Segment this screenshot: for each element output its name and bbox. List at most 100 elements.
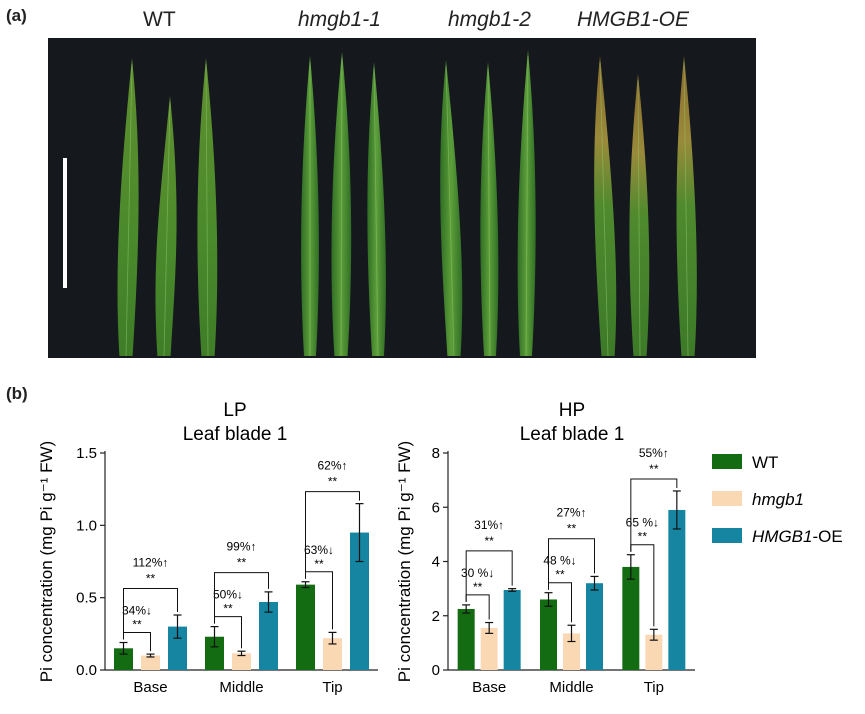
y-tick-label: 2: [432, 608, 440, 625]
y-tick-label: 0: [432, 662, 440, 679]
y-tick-label: 1.5: [76, 445, 97, 462]
legend: WT hmgb1 HMGB1-OE: [712, 453, 843, 546]
bar-hmgb1-oe-middle: [259, 602, 278, 670]
leaf-7: [440, 60, 463, 356]
y-tick-label: 4: [432, 554, 440, 571]
significance-bracket: [630, 478, 678, 552]
significance-stars: **: [555, 568, 565, 582]
bar-hmgb1-tip: [645, 634, 663, 670]
significance-stars: **: [314, 557, 324, 571]
bar-hmgb1-base: [480, 627, 498, 670]
leaf-midrib: [125, 63, 133, 357]
bar-wt-tip: [622, 566, 640, 670]
percent-change-label: 31%↑: [474, 518, 504, 532]
bar-wt-middle: [205, 636, 224, 670]
bar-hmgb1-middle: [232, 653, 251, 670]
bar-hmgb1-oe-tip: [350, 532, 369, 670]
percent-change-label: 63%↓: [304, 543, 334, 557]
chart-subtitle: Leaf blade 1: [183, 424, 288, 445]
bar-wt-tip: [296, 584, 315, 670]
x-tick-label: Base: [133, 679, 167, 696]
y-tick-label: 1.0: [76, 517, 97, 534]
bar-hmgb1-oe-tip: [668, 509, 686, 670]
chart-title: HP: [559, 400, 585, 421]
percent-change-label: 65 %↓: [626, 516, 659, 530]
bar-hmgb1-oe-base: [503, 589, 521, 670]
photo-label-hmgb1-oe: HMGB1-OE: [577, 8, 690, 31]
chart-subtitle: Leaf blade 1: [520, 424, 625, 445]
chart-hp: HP Leaf blade 1 Pi concentration (mg Pi g⁻…: [395, 400, 695, 696]
leaf-1: [117, 58, 139, 356]
leaf-midrib: [487, 67, 491, 357]
photo-label-hmgb1-1: hmgb1-1: [298, 8, 381, 31]
significance-stars: **: [146, 572, 156, 586]
significance-stars: **: [237, 556, 247, 570]
leaf-midrib: [163, 101, 171, 357]
leaf-midrib: [340, 57, 343, 357]
y-tick-label: 6: [432, 499, 440, 516]
x-tick-label: Tip: [322, 679, 342, 696]
panel-a-letter: (a): [6, 6, 27, 25]
bar-hmgb1-base: [141, 655, 160, 670]
significance-bracket: [214, 572, 269, 624]
significance-bracket: [305, 491, 360, 579]
chart-title: LP: [223, 400, 246, 421]
legend-label-hmgb1: hmgb1: [752, 490, 804, 509]
legend-label-wt: WT: [752, 453, 778, 472]
significance-stars: **: [473, 580, 483, 594]
bar-wt-middle: [540, 599, 557, 670]
chart-lp: LP Leaf blade 1 Pi concentration (mg Pi g⁻…: [37, 400, 378, 696]
significance-stars: **: [638, 530, 648, 544]
significance-stars: **: [132, 618, 142, 632]
y-axis-label: Pi concentration (mg Pi g⁻¹ FW): [37, 441, 56, 682]
significance-bracket: [548, 538, 595, 590]
significance-bracket: [123, 588, 178, 640]
photo-label-wt: WT: [143, 8, 176, 31]
legend-swatch-hmgb1: [712, 491, 742, 506]
x-tick-label: Middle: [549, 679, 593, 696]
leaf-photo: [48, 38, 756, 358]
panel-b-letter: (b): [6, 384, 28, 403]
significance-stars: **: [223, 602, 233, 616]
bar-hmgb1-oe-base: [168, 626, 187, 670]
percent-change-label: 112%↑: [133, 556, 169, 570]
significance-stars: **: [328, 475, 338, 489]
leaf-10: [594, 56, 617, 356]
bar-hmgb1-middle: [563, 633, 580, 670]
significance-stars: **: [567, 522, 577, 536]
scale-bar: [63, 158, 67, 288]
leaf-midrib: [525, 55, 529, 357]
legend-swatch-wt: [712, 454, 742, 469]
x-tick-label: Base: [472, 679, 506, 696]
y-axis-label: Pi concentration (mg Pi g⁻¹ FW): [395, 441, 414, 682]
photo-label-hmgb1-2: hmgb1-2: [448, 8, 531, 31]
bar-hmgb1-oe-middle: [586, 583, 603, 670]
percent-change-label: 55%↑: [639, 446, 669, 460]
significance-stars: **: [484, 534, 494, 548]
bar-wt-base: [114, 648, 133, 670]
leaf-6: [367, 62, 386, 356]
leaf-midrib: [599, 61, 609, 357]
x-tick-label: Tip: [644, 679, 664, 696]
leaf-12: [676, 56, 697, 356]
y-tick-label: 0.0: [76, 662, 97, 679]
legend-swatch-hmgb1-oe: [712, 528, 742, 543]
leaf-2: [155, 96, 177, 356]
legend-label-hmgb1-oe: HMGB1-OE: [752, 527, 843, 546]
bar-wt-base: [457, 608, 475, 670]
y-tick-label: 0.5: [76, 590, 97, 607]
significance-stars: **: [649, 462, 659, 476]
percent-change-label: 48 %↓: [543, 554, 576, 568]
bar-hmgb1-tip: [323, 638, 342, 670]
percent-change-label: 62%↑: [317, 459, 347, 473]
y-tick-label: 8: [432, 445, 440, 462]
x-tick-label: Middle: [219, 679, 263, 696]
percent-change-label: 34%↓: [122, 604, 152, 618]
leaf-midrib: [683, 61, 689, 357]
percent-change-label: 30 %↓: [461, 566, 494, 580]
percent-change-label: 99%↑: [226, 540, 256, 554]
leaf-midrib: [445, 65, 455, 357]
leaf-midrib: [205, 63, 209, 357]
leaf-midrib: [637, 79, 641, 357]
